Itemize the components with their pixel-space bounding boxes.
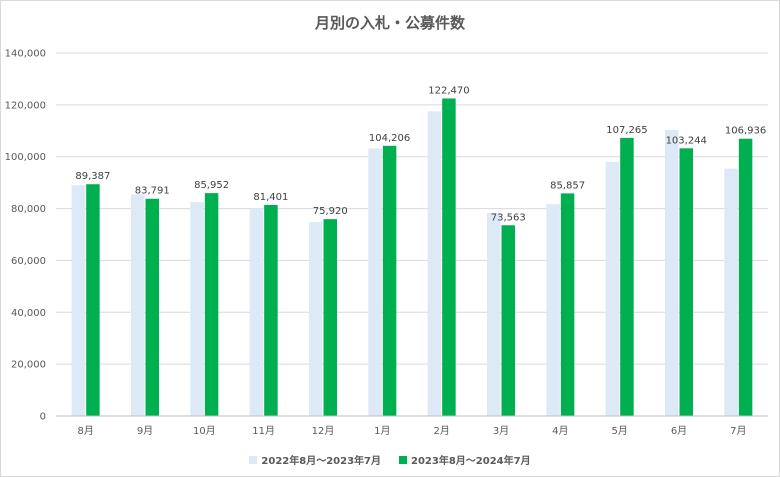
bar-series-1 (665, 130, 679, 416)
x-tick-label: 11月 (252, 425, 275, 437)
legend-item-series-1: 2022年8月～2023年7月 (249, 452, 381, 467)
data-label: 103,244 (666, 135, 707, 146)
data-label: 75,920 (313, 206, 348, 217)
bar-series-1 (131, 194, 145, 416)
y-tick-label: 40,000 (11, 308, 46, 319)
bar-series-2 (501, 225, 515, 416)
data-label: 81,401 (253, 192, 288, 203)
x-tick-label: 3月 (493, 425, 509, 437)
bar-series-2 (442, 98, 456, 416)
bar-series-2 (323, 219, 337, 416)
data-label: 83,791 (135, 186, 170, 197)
y-tick-label: 120,000 (5, 100, 46, 111)
bar-series-2 (382, 145, 397, 417)
x-tick-label: 5月 (611, 425, 627, 437)
data-label: 85,857 (550, 180, 585, 191)
data-label: 89,387 (75, 171, 110, 182)
bar-series-2 (264, 204, 278, 416)
data-label: 122,470 (428, 85, 469, 96)
legend: 2022年8月～2023年7月 2023年8月～2024年7月 (0, 452, 780, 467)
bar-series-1 (724, 168, 738, 416)
data-label: 106,936 (725, 126, 766, 137)
bar-series-2 (560, 193, 575, 416)
y-tick-label: 60,000 (11, 256, 46, 267)
x-tick-label: 1月 (374, 425, 390, 437)
chart-title: 月別の入札・公募件数 (314, 14, 465, 32)
bar-series-1 (546, 204, 560, 416)
legend-label-series-2: 2023年8月～2024年7月 (411, 456, 531, 467)
bar-series-1 (249, 208, 264, 416)
data-label: 104,206 (369, 133, 410, 144)
y-tick-label: 100,000 (5, 152, 46, 163)
bar-series-1 (605, 161, 620, 416)
bar-series-2 (204, 193, 219, 416)
y-tick-label: 80,000 (11, 204, 46, 215)
legend-label-series-1: 2022年8月～2023年7月 (261, 456, 381, 467)
bar-series-2 (145, 198, 159, 416)
bar-series-1 (368, 148, 382, 416)
x-tick-label: 2月 (433, 425, 449, 437)
bar-series-1 (71, 185, 86, 416)
bar-series-2 (679, 148, 693, 417)
data-label: 107,265 (606, 125, 647, 136)
bar-series-1 (427, 111, 442, 416)
x-tick-label: 10月 (193, 425, 216, 437)
y-tick-label: 20,000 (11, 360, 46, 371)
bar-series-1 (487, 212, 501, 416)
data-label: 85,952 (194, 180, 229, 191)
y-tick-label: 0 (40, 412, 46, 423)
bar-series-1 (190, 202, 204, 416)
bar-series-2 (738, 138, 753, 416)
legend-swatch-series-2 (399, 455, 407, 464)
x-tick-label: 6月 (671, 425, 687, 437)
bar-series-2 (620, 137, 634, 416)
data-label: 73,563 (491, 212, 526, 223)
x-tick-label: 7月 (730, 425, 746, 437)
x-tick-label: 9月 (137, 425, 153, 437)
x-tick-label: 8月 (77, 425, 93, 437)
x-tick-label: 4月 (552, 425, 568, 437)
bar-series-2 (86, 184, 100, 416)
x-tick-label: 12月 (312, 425, 335, 437)
legend-swatch-series-1 (249, 455, 258, 464)
legend-item-series-2: 2023年8月～2024年7月 (399, 452, 531, 467)
bar-series-1 (309, 222, 323, 416)
y-tick-label: 140,000 (5, 49, 46, 60)
